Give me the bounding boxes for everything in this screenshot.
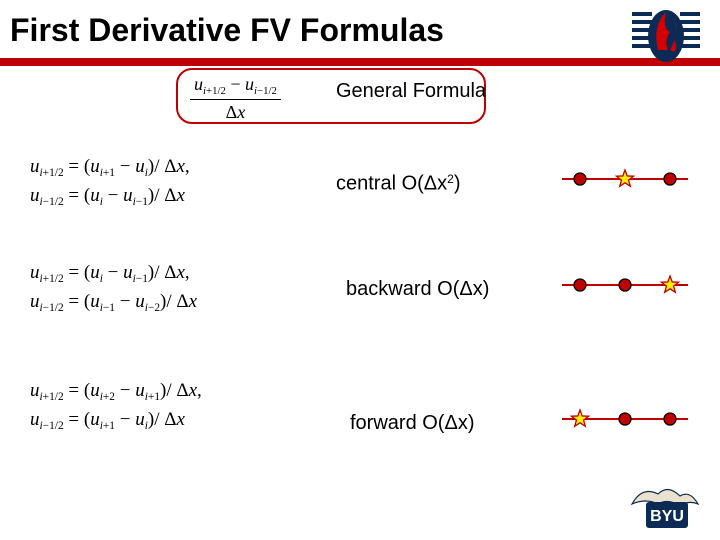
general-formula-expression: ui+1/2 − ui−1/2 Δx <box>190 74 281 123</box>
central-label: central O(Δx2) <box>336 172 461 196</box>
central-label-exp: 2 <box>447 172 454 186</box>
forward-stencil-icon <box>560 404 690 434</box>
general-formula-label: General Formula <box>336 80 486 103</box>
svg-text:BYU: BYU <box>650 508 684 525</box>
backward-label: backward O(Δx) <box>346 278 489 301</box>
forward-equations: ui+1/2 = (ui+2 − ui+1)/ Δx, ui−1/2 = (ui… <box>30 380 202 438</box>
flame-icon <box>630 6 702 71</box>
forward-label: forward O(Δx) <box>350 412 474 435</box>
page-title: First Derivative FV Formulas <box>10 12 444 49</box>
byu-logo-icon: BYU <box>628 476 706 534</box>
backward-equations: ui+1/2 = (ui − ui−1)/ Δx, ui−1/2 = (ui−1… <box>30 262 197 320</box>
central-stencil-icon <box>560 164 690 194</box>
backward-stencil-icon <box>560 270 690 300</box>
central-label-text: central O(Δx <box>336 173 447 195</box>
central-label-close: ) <box>454 173 461 195</box>
central-equations: ui+1/2 = (ui+1 − ui)/ Δx, ui−1/2 = (ui −… <box>30 156 190 214</box>
title-rule-thick <box>0 60 720 66</box>
